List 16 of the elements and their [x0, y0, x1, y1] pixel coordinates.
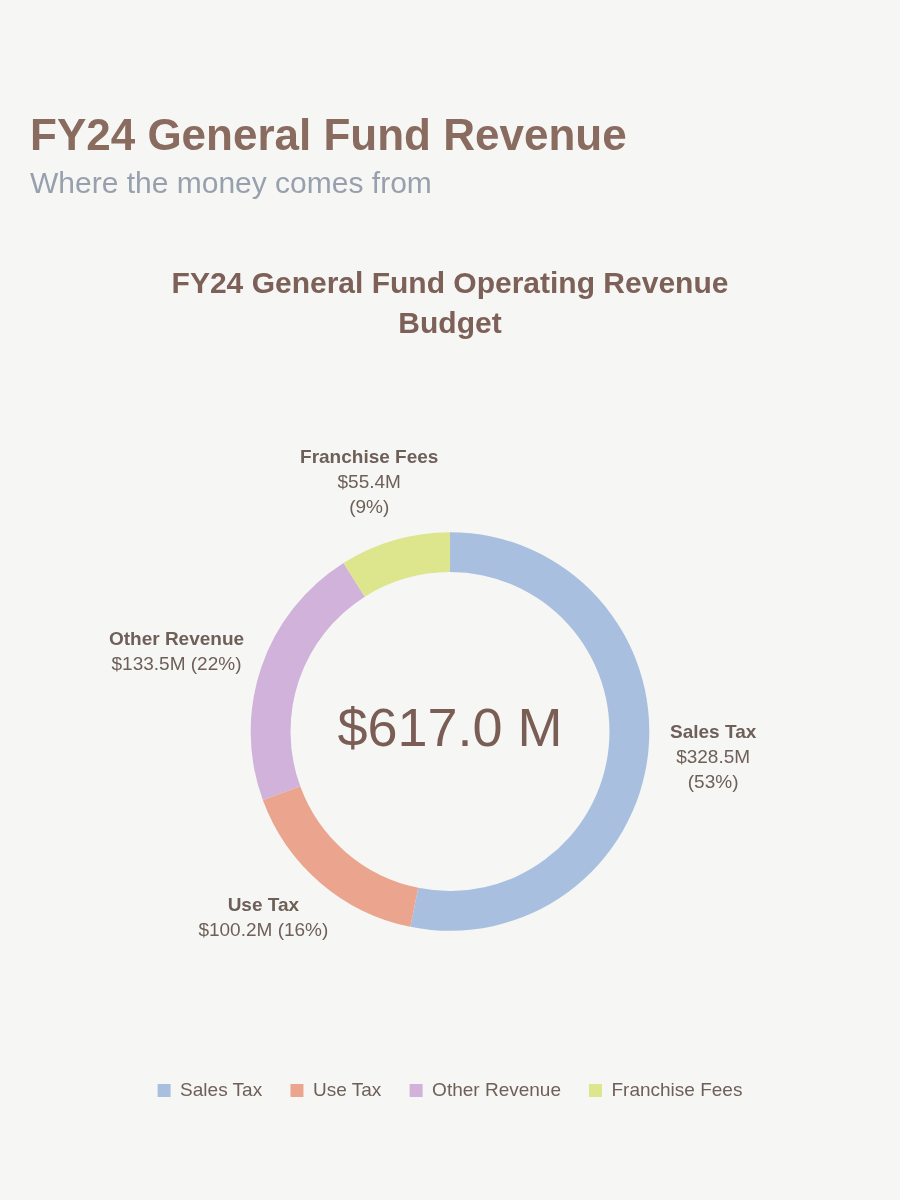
slice-label: Use Tax: [227, 894, 300, 916]
legend-label: Franchise Fees: [611, 1078, 743, 1100]
legend-label: Use Tax: [312, 1078, 382, 1100]
text: $617.0 M: [337, 697, 563, 758]
text: FY24 General Fund Operating Revenue Budget: [171, 266, 729, 340]
slice-label: Sales Tax: [670, 720, 757, 742]
legend-label: Other Revenue: [432, 1078, 561, 1100]
data-label: $55.4M (9%): [337, 471, 401, 518]
slice-label: Other Revenue: [108, 627, 245, 649]
data-label: $133.5M (22%): [111, 652, 242, 674]
slice-label: Franchise Fees: [300, 446, 439, 468]
data-label: $100.2M (16%): [198, 919, 329, 941]
chart-title: FY24 General Fund Revenue: [30, 110, 627, 160]
data-label: $328.5M (53%): [676, 745, 751, 792]
chart-subtitle: Where the money comes from: [30, 166, 432, 200]
legend-label: Sales Tax: [180, 1078, 263, 1100]
